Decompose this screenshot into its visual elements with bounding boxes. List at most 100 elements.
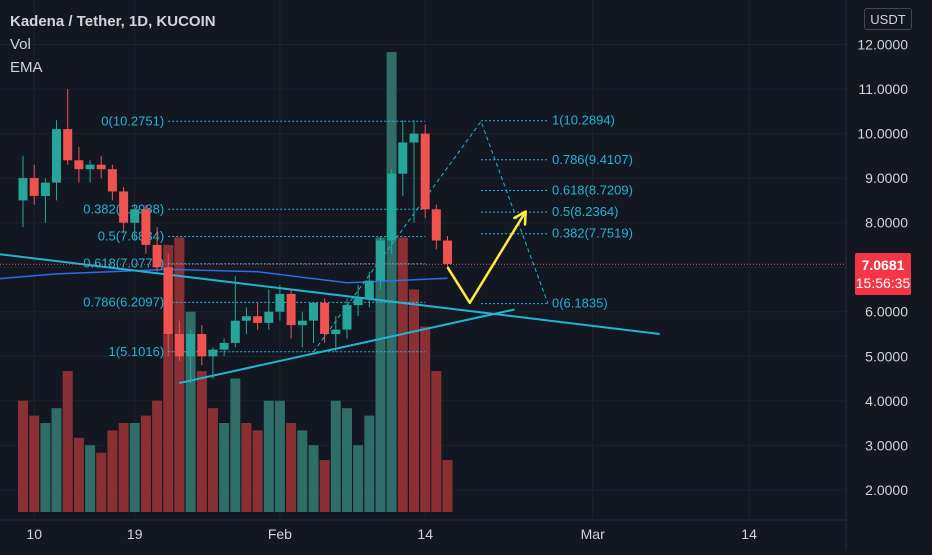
volume-bar (18, 400, 28, 512)
candle-body (275, 293, 285, 312)
symbol-title[interactable]: Kadena / Tether, 1D, KUCOIN (10, 13, 216, 30)
candle-body (230, 320, 240, 343)
candle-body (409, 133, 419, 143)
x-tick-label: 10 (26, 526, 42, 542)
volume-bar (386, 52, 397, 512)
volume-bar (107, 430, 118, 512)
fib-right-level-label: 1(10.2894) (552, 113, 615, 128)
candle-body (398, 142, 408, 174)
fib-right-level-label: 0(6.1835) (552, 296, 608, 311)
bar-countdown: 15:56:35 (855, 275, 911, 291)
candle-body (342, 305, 352, 330)
trendlines (0, 253, 660, 384)
volume-bar (375, 237, 386, 512)
candle-body (152, 244, 162, 268)
volume-bar (185, 311, 196, 512)
y-tick-label: 5.0000 (865, 348, 908, 364)
candle-body (96, 164, 106, 170)
x-tick-label: 14 (417, 526, 433, 542)
volume-bar (442, 460, 453, 512)
candle-body (197, 334, 207, 357)
currency-button[interactable]: USDT (864, 8, 912, 30)
candle-body (387, 173, 397, 241)
y-tick-label: 9.0000 (865, 170, 908, 186)
volume-bar (330, 400, 341, 512)
x-tick-label: 14 (741, 526, 757, 542)
candle-body (186, 334, 196, 357)
fib-left-level-label: 0.5(7.6884) (98, 229, 165, 244)
candle-body (119, 191, 129, 223)
volume-bar (397, 237, 408, 512)
volume-bar (241, 423, 252, 512)
volume-bar (85, 445, 96, 512)
fib-right-level-label: 0.618(8.7209) (552, 183, 633, 198)
fib-left-level-label: 0.618(7.0779) (83, 256, 164, 271)
volume-bar (152, 400, 163, 512)
volume-bar (219, 423, 230, 512)
volume-bar (308, 445, 319, 512)
y-tick-label: 10.0000 (857, 126, 908, 142)
candle-body (331, 329, 341, 335)
fib-right-level-label: 0.5(8.2364) (552, 204, 619, 219)
candle-body (174, 334, 184, 357)
trendline-ascending (179, 308, 515, 384)
x-tick-label: Feb (268, 526, 292, 542)
candle-body (253, 316, 263, 323)
candle-body (40, 182, 50, 196)
candle-body (219, 342, 229, 350)
candle-body (208, 349, 218, 357)
volume-bar (263, 400, 274, 512)
indicator-vol[interactable]: Vol (10, 36, 31, 53)
volume-bar (420, 326, 431, 512)
candle-body (320, 302, 330, 334)
candle-body (353, 298, 363, 306)
candle-body (364, 280, 374, 299)
candle-body (85, 164, 95, 170)
time-axis-bg (0, 520, 846, 550)
volume-bar (230, 378, 241, 512)
projection-arrowhead (513, 210, 527, 226)
y-tick-label: 11.0000 (858, 81, 908, 97)
y-tick-label: 6.0000 (865, 304, 908, 320)
volume-bars (18, 52, 453, 512)
candle-body (52, 129, 61, 183)
volume-bar (51, 408, 62, 512)
volume-bar (297, 430, 308, 512)
fib-right-level-label: 0.382(7.7519) (552, 226, 633, 241)
y-tick-label: 2.0000 (865, 482, 908, 498)
volume-bar (353, 445, 364, 512)
volume-bar (409, 289, 419, 512)
fib-left-level-label: 0(10.2751) (101, 113, 164, 128)
fib-left-level-label: 1(5.1016) (109, 344, 165, 359)
volume-bar (319, 460, 330, 512)
y-tick-label: 4.0000 (865, 393, 908, 409)
candle-body (431, 209, 441, 241)
x-tick-label: Mar (581, 526, 605, 542)
volume-bar (163, 245, 174, 512)
candle-body (309, 302, 318, 321)
candle-body (141, 209, 151, 245)
candle-body (420, 133, 430, 210)
candle-body (163, 267, 173, 334)
y-tick-label: 3.0000 (865, 437, 908, 453)
candle-body (264, 311, 274, 323)
volume-bar (174, 237, 185, 512)
trendline-descending (0, 253, 660, 335)
volume-bar (342, 408, 352, 512)
candle-body (18, 178, 28, 201)
candles (18, 89, 452, 383)
volume-bar (196, 371, 207, 512)
indicator-ema[interactable]: EMA (10, 59, 43, 76)
candle-body (29, 178, 39, 196)
y-tick-label: 12.0000 (857, 37, 908, 53)
last-price-tag: 7.0681 15:56:35 (855, 253, 911, 295)
candle-body (443, 240, 452, 265)
candle-body (74, 160, 84, 170)
volume-bar (62, 371, 73, 512)
candle-body (297, 320, 307, 326)
candle-body (241, 316, 251, 321)
volume-bar (118, 423, 129, 512)
